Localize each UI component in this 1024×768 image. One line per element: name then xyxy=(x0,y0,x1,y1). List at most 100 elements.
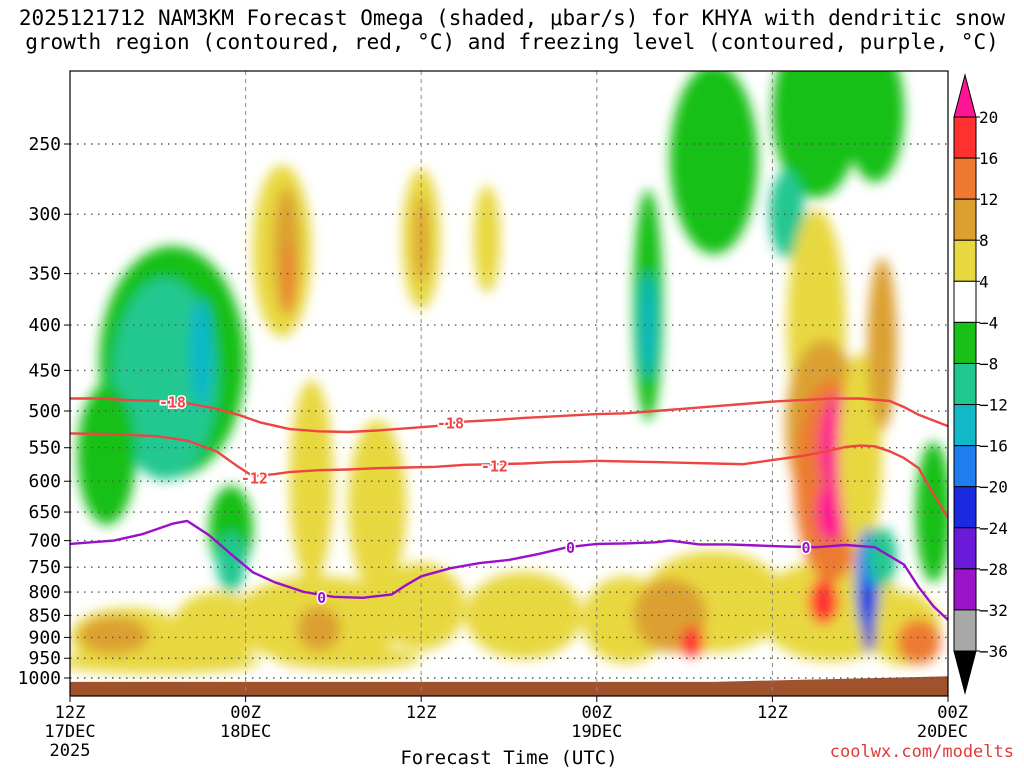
x-tick-label: 12Z xyxy=(406,703,437,723)
omega-cell xyxy=(867,527,897,587)
colorbar-label: −36 xyxy=(979,642,1008,661)
x-tick-label: 00Z xyxy=(581,703,612,723)
colorbar-label: −20 xyxy=(979,478,1008,497)
contours: -18 -18 -12 -12 0 0 0 xyxy=(70,392,948,621)
y-tick-label: 900 xyxy=(28,627,61,648)
colorbar-bin xyxy=(953,568,977,611)
omega-cell xyxy=(640,271,656,379)
omega-cell xyxy=(772,71,861,198)
colorbar-label: 12 xyxy=(979,190,998,209)
colorbar-label: −16 xyxy=(979,437,1008,456)
y-tick-label: 600 xyxy=(28,471,61,492)
y-tick-label: 850 xyxy=(28,605,61,626)
omega-cell xyxy=(189,299,214,407)
colorbar-bin xyxy=(953,116,977,159)
y-tick-label: 300 xyxy=(28,204,61,225)
omega-cell xyxy=(769,170,805,258)
omega-cell xyxy=(70,650,261,674)
colorbar-label: 4 xyxy=(979,272,989,291)
omega-cell xyxy=(816,482,846,542)
colorbar-label: 8 xyxy=(979,231,989,250)
omega-cell xyxy=(669,71,758,255)
x-tick-label: 12Z xyxy=(55,703,86,723)
omega-cell xyxy=(860,582,875,621)
source-credit: coolwx.com/modelts xyxy=(829,742,1014,762)
omega-cell xyxy=(78,616,150,655)
chart-title-line2: growth region (contoured, red, °C) and f… xyxy=(25,30,999,54)
x-tick-label: 00Z xyxy=(937,703,968,723)
y-tick-label: 250 xyxy=(28,134,61,155)
y-tick-label: 650 xyxy=(28,502,61,523)
colorbar-bin xyxy=(953,198,977,241)
colorbar-label: −32 xyxy=(979,601,1008,620)
omega-cell xyxy=(680,626,704,657)
contour-line xyxy=(70,397,948,434)
omega-cell xyxy=(473,185,501,293)
colorbar-bin xyxy=(953,609,977,652)
colorbar-bin xyxy=(953,527,977,570)
omega-cell xyxy=(863,614,875,652)
colorbar-label: −4 xyxy=(979,313,998,332)
omega-cell xyxy=(77,384,136,525)
omega-cell xyxy=(867,257,897,430)
colorbar-bin xyxy=(953,239,977,282)
colorbar-bin xyxy=(953,280,977,323)
contour-label: -12 xyxy=(241,469,268,487)
colorbar-bin xyxy=(953,486,977,529)
contour-line xyxy=(70,519,948,621)
y-axis: 2503003504004505005506006507007508008509… xyxy=(18,134,70,689)
omega-shading xyxy=(70,71,948,674)
x-tick-label: 18DEC xyxy=(220,722,271,742)
colorbar-label: −12 xyxy=(979,396,1008,415)
y-tick-label: 450 xyxy=(28,360,61,381)
omega-cell xyxy=(845,71,905,183)
colorbar-bin xyxy=(953,445,977,488)
y-tick-label: 500 xyxy=(28,401,61,422)
colorbar-bin xyxy=(953,157,977,200)
colorbar-label: −28 xyxy=(979,560,1008,579)
colorbar-bottom-arrow xyxy=(953,650,977,695)
omega-cell xyxy=(896,619,941,665)
x-tick-label: 19DEC xyxy=(571,722,622,742)
y-tick-label: 700 xyxy=(28,531,61,552)
omega-field xyxy=(70,71,948,674)
y-tick-label: 750 xyxy=(28,557,61,578)
omega-cell xyxy=(348,420,407,593)
y-tick-label: 1000 xyxy=(18,668,61,689)
colorbar-label: −24 xyxy=(979,519,1008,538)
omega-cell xyxy=(465,571,583,660)
omega-cell xyxy=(289,380,334,583)
colorbar-label: −8 xyxy=(979,354,998,373)
chart-title-line1: 2025121712 NAM3KM Forecast Omega (shaded… xyxy=(18,6,1006,30)
colorbar-bin xyxy=(953,404,977,447)
omega-cell xyxy=(377,562,466,650)
colorbar-top-arrow xyxy=(953,73,977,118)
contour-label: -12 xyxy=(481,458,508,476)
colorbar: 20 16 12 8 4 −4 −8 −12 −16 −20 −24 −28 −32 −36 xyxy=(953,73,1008,695)
contour-label: 0 xyxy=(317,589,326,607)
colorbar-label: 20 xyxy=(979,108,998,127)
x-tick-label: 20DEC xyxy=(917,722,968,742)
contour-label: -18 xyxy=(159,394,186,412)
contour-label: 0 xyxy=(802,539,811,557)
omega-cell xyxy=(284,242,295,316)
contour-label: -18 xyxy=(437,414,464,432)
x-tick-label: 17DEC xyxy=(44,722,95,742)
omega-cell xyxy=(274,646,422,670)
omega-cell xyxy=(808,579,839,625)
x-tick-label: 12Z xyxy=(757,703,788,723)
contour-label: 0 xyxy=(566,539,575,557)
y-tick-label: 800 xyxy=(28,582,61,603)
colorbar-label: 16 xyxy=(979,149,998,168)
omega-cell xyxy=(838,353,883,556)
terrain-ground xyxy=(70,676,948,696)
x-axis-label: Forecast Time (UTC) xyxy=(400,747,617,768)
omega-cell xyxy=(296,606,341,652)
y-tick-label: 350 xyxy=(28,264,61,285)
x-tick-label: 2025 xyxy=(50,741,91,761)
x-tick-label: 00Z xyxy=(230,703,261,723)
plot-frame xyxy=(69,70,949,697)
y-tick-label: 950 xyxy=(28,648,61,669)
